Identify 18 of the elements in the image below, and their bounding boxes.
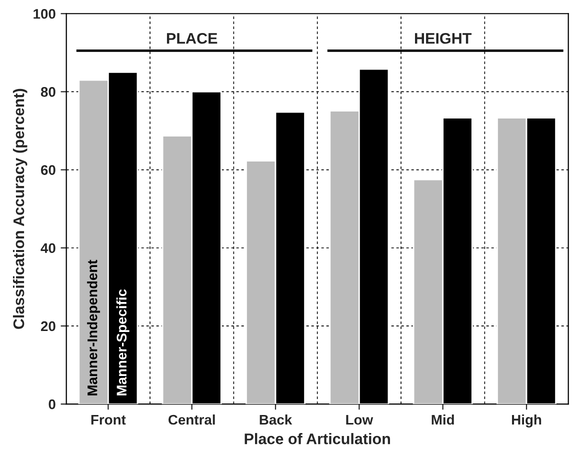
y-tick-label: 20 bbox=[40, 321, 56, 332]
series-label: Manner-Specific bbox=[116, 289, 130, 396]
annotation: PLACE bbox=[166, 32, 218, 44]
x-tick-label: High bbox=[512, 414, 542, 428]
y-tick-label: 60 bbox=[41, 165, 56, 175]
x-axis-title: Place of Articulation bbox=[244, 433, 390, 444]
x-tick-label: Low bbox=[346, 414, 374, 425]
x-tick-label: Front bbox=[91, 414, 126, 425]
x-tick-label: Mid bbox=[432, 414, 454, 425]
x-tick-label: Central bbox=[168, 414, 215, 425]
y-tick-label: 80 bbox=[40, 87, 56, 97]
series-label: Manner-Independent bbox=[87, 260, 100, 396]
y-tick-label: 0 bbox=[48, 399, 56, 410]
y-tick-label: 100 bbox=[34, 8, 56, 19]
x-tick-label: Back bbox=[260, 414, 292, 425]
annotation: HEIGHT bbox=[415, 32, 472, 44]
y-tick-label: 40 bbox=[40, 243, 56, 254]
y-axis-title: Classification Accuracy (percent) bbox=[12, 88, 28, 329]
